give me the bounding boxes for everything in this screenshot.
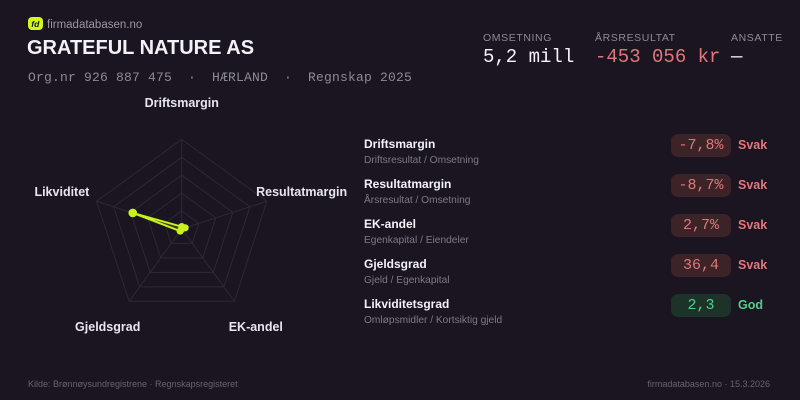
svg-text:Resultatmargin: Resultatmargin [256, 185, 347, 199]
svg-text:Gjeldsgrad: Gjeldsgrad [75, 320, 140, 334]
svg-text:EK-andel: EK-andel [229, 320, 283, 334]
svg-text:Driftsmargin: Driftsmargin [145, 96, 219, 110]
svg-text:Likviditet: Likviditet [34, 185, 90, 199]
